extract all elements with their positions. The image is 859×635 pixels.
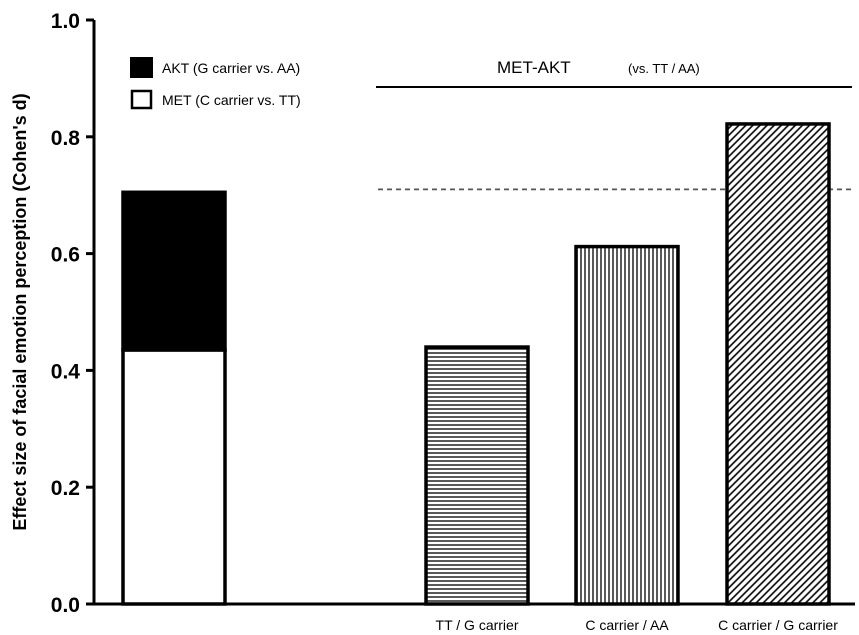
y-axis-label: Effect size of facial emotion perception…: [10, 93, 30, 530]
y-tick-label: 0.6: [51, 244, 80, 267]
y-tick-label: 0.4: [51, 360, 81, 383]
bars: [424, 122, 831, 606]
y-tick-label: 0.8: [51, 127, 81, 150]
group-title: MET-AKT: [497, 58, 571, 77]
legend-label-met: MET (C carrier vs. TT): [162, 92, 301, 108]
y-tick-label: 1.0: [51, 10, 80, 33]
bar-c-carrier-aa: [574, 244, 680, 606]
legend: AKT (G carrier vs. AA) MET (C carrier vs…: [130, 57, 301, 110]
legend-label-akt: AKT (G carrier vs. AA): [162, 60, 300, 76]
stacked-segment-met: [121, 348, 227, 606]
stacked-segment-akt: [121, 190, 227, 352]
y-tick-label: 0.2: [51, 477, 80, 500]
bar-tt-g-carrier: [424, 345, 530, 606]
category-label-c-carrier-aa: C carrier / AA: [585, 617, 669, 633]
y-tick-label: 0.0: [51, 594, 80, 617]
legend-swatch-met: [130, 89, 153, 110]
category-label-tt-g-carrier: TT / G carrier: [436, 617, 519, 633]
bar-c-carrier-g-carrier: [725, 122, 831, 606]
category-label-c-carrier-g-carrier: C carrier / G carrier: [718, 617, 838, 633]
x-category-labels: TT / G carrier C carrier / AA C carrier …: [436, 617, 839, 633]
group-header: MET-AKT (vs. TT / AA): [376, 58, 852, 88]
stacked-bar: [121, 190, 227, 606]
group-subtitle: (vs. TT / AA): [628, 61, 700, 76]
legend-swatch-akt: [130, 57, 153, 78]
y-ticks: 0.0 0.2 0.4 0.6 0.8 1.0: [51, 10, 94, 617]
